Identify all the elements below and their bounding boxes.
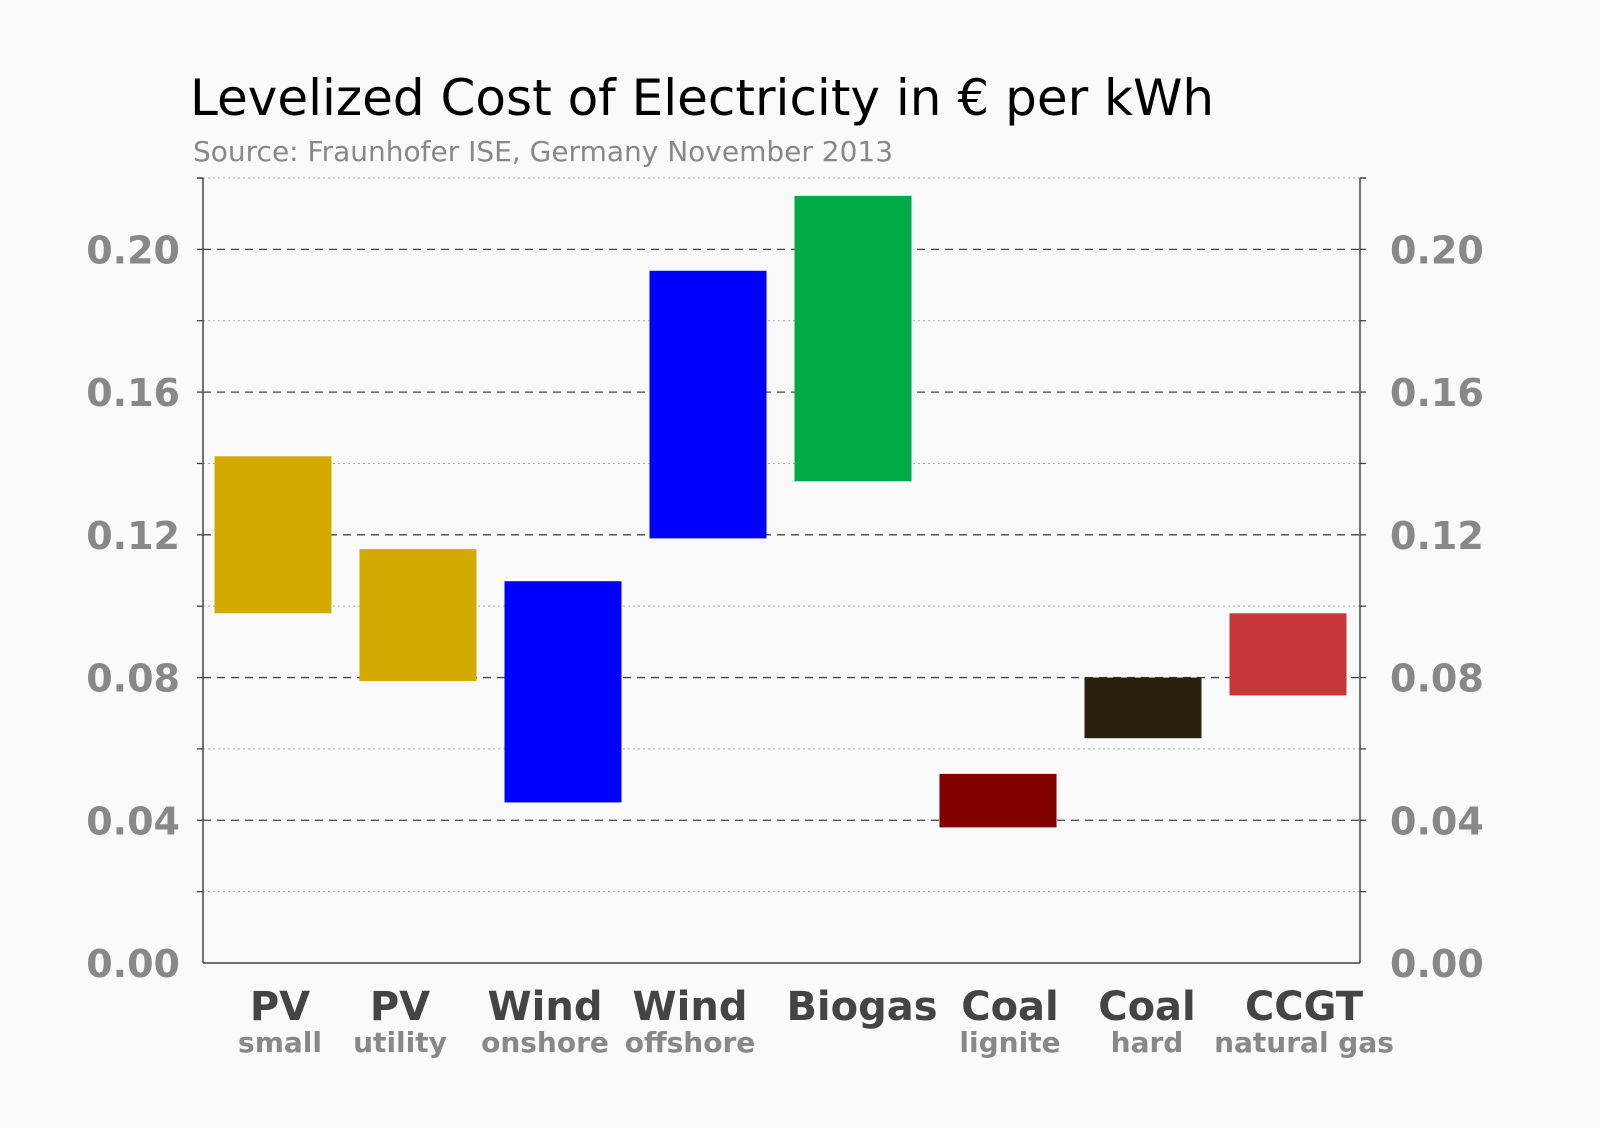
x-category-sublabel: hard	[1111, 1026, 1184, 1059]
y-tick-label-right: 0.08	[1390, 657, 1484, 701]
y-tick-label-right: 0.20	[1390, 228, 1484, 272]
bar-ccgt-natural-gas	[1229, 613, 1347, 696]
x-category-label: Wind	[488, 984, 603, 1030]
chart-title: Levelized Cost of Electricity in € per k…	[190, 69, 1214, 127]
x-category-label: Coal	[961, 984, 1059, 1030]
y-tick-label-left: 0.16	[86, 371, 180, 415]
x-category-sublabel: lignite	[959, 1026, 1060, 1059]
y-tick-label-left: 0.04	[86, 799, 180, 843]
x-category-label: CCGT	[1245, 984, 1364, 1030]
y-tick-label-left: 0.00	[86, 942, 180, 986]
x-category-label: PV	[250, 984, 310, 1030]
x-category-label: Biogas	[786, 984, 937, 1030]
x-category-sublabel: natural gas	[1214, 1026, 1394, 1059]
y-tick-label-right: 0.00	[1390, 942, 1484, 986]
x-category-sublabel: small	[238, 1026, 322, 1059]
x-category-sublabel: offshore	[625, 1026, 756, 1059]
y-tick-label-right: 0.12	[1390, 514, 1484, 558]
x-category-label: Coal	[1098, 984, 1196, 1030]
bar-pv-small	[214, 456, 332, 614]
x-category-label: Wind	[633, 984, 748, 1030]
y-tick-label-left: 0.08	[86, 657, 180, 701]
bar-biogas	[794, 195, 912, 482]
x-category-sublabel: onshore	[481, 1026, 609, 1059]
bar-wind-onshore	[504, 581, 622, 803]
chart-subtitle: Source: Fraunhofer ISE, Germany November…	[193, 135, 893, 168]
y-tick-label-left: 0.12	[86, 514, 180, 558]
bar-coal-hard	[1084, 677, 1202, 739]
y-tick-label-right: 0.16	[1390, 371, 1484, 415]
y-tick-label-left: 0.20	[86, 228, 180, 272]
bar-coal-lignite	[939, 773, 1057, 828]
x-category-sublabel: utility	[353, 1026, 447, 1059]
bar-pv-utility	[359, 549, 477, 682]
bar-wind-offshore	[649, 270, 767, 539]
y-tick-label-right: 0.04	[1390, 799, 1484, 843]
x-category-label: PV	[370, 984, 430, 1030]
